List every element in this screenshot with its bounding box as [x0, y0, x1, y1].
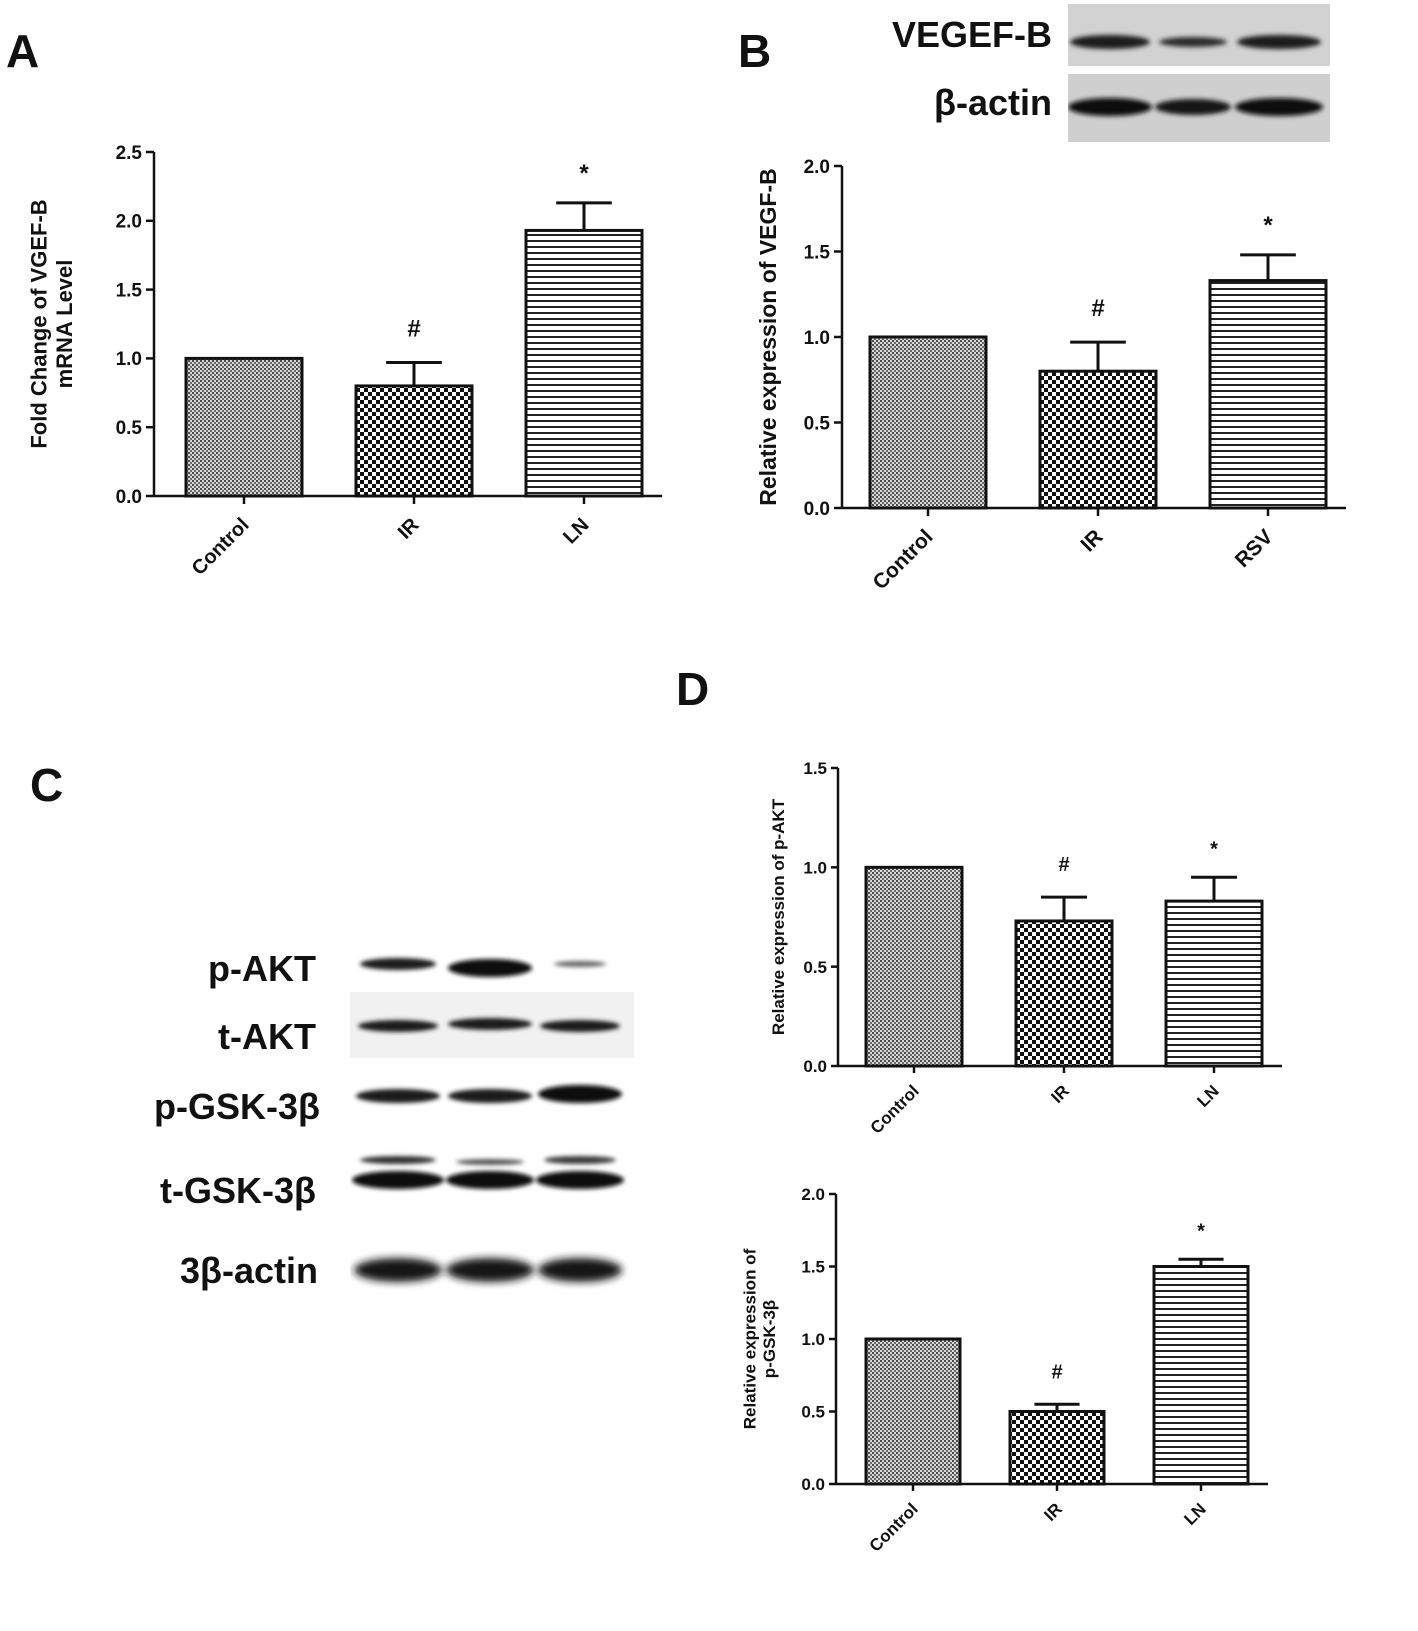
y-tick-label: 2.5 [116, 143, 143, 164]
y-tick-label: 1.0 [804, 328, 830, 349]
category-label-ln: LN [1180, 1499, 1209, 1528]
significance-mark-ir: # [1051, 1361, 1062, 1383]
y-tick-label: 1.5 [801, 1258, 825, 1277]
chart-svg-a: 0.0 0.5 1.0 1.5 2.0 2.5 Fold Change of VGEF-Bm… [27, 143, 662, 580]
y-tick-label: 2.0 [801, 1185, 825, 1204]
panel-label-a: A [6, 25, 40, 77]
y-tick-label: 2.0 [116, 212, 142, 233]
significance-mark-ln: * [1210, 838, 1218, 860]
panel-label-d: D [676, 663, 710, 715]
y-axis-label: Relative expression of VEGF-B [755, 168, 781, 505]
bar-control [868, 335, 988, 510]
category-label-control: Control [866, 1499, 922, 1555]
bar-control [184, 356, 304, 498]
chart-panel-a: 0.0 0.5 1.0 1.5 2.0 2.5 Fold Change of VGEF-Bm… [0, 0, 700, 620]
significance-mark-ir: # [1058, 854, 1069, 876]
bar-ln [1164, 899, 1264, 1068]
blot-b-image [1068, 4, 1330, 149]
significance-mark-ln: * [1197, 1220, 1205, 1242]
y-axis-label: Relative expression of p-AKT [769, 798, 788, 1035]
y-tick-label: 1.0 [801, 1330, 825, 1349]
blot-c-label-p-gsk-3b: p-GSK-3β [154, 1086, 320, 1127]
chart-svg-d-top: 0.0 0.5 1.0 1.5 Relative expression of p-AKT… [769, 759, 1282, 1138]
y-tick-label: 0.5 [801, 1403, 825, 1422]
panel-label-c: C [30, 759, 64, 811]
y-axis-label: Fold Change of VGEF-BmRNA Level [27, 199, 77, 448]
panel-label-b: B [738, 25, 772, 77]
y-tick-label: 0.5 [803, 958, 827, 977]
blot-b-label-beta-actin: β-actin [934, 82, 1052, 123]
y-tick-label: 1.5 [803, 759, 827, 778]
y-tick-label: 0.5 [116, 418, 143, 439]
bar-control [864, 1337, 962, 1486]
bar-ir [354, 384, 474, 498]
y-tick-label: 2.0 [804, 157, 830, 178]
y-tick-label: 1.0 [116, 349, 142, 370]
y-tick-label: 1.5 [116, 280, 143, 301]
y-axis-label: Relative expression ofp-GSK-3β [740, 1248, 779, 1429]
blot-c-label-t-akt: t-AKT [218, 1016, 316, 1057]
blot-c-image [350, 930, 634, 1315]
y-tick-label: 0.5 [804, 413, 831, 434]
y-tick-label: 0.0 [804, 499, 830, 520]
bar-ir [1014, 919, 1114, 1068]
significance-mark-ir: # [407, 316, 420, 343]
blot-c-label-p-akt: p-AKT [208, 948, 316, 989]
chart-svg-b: 0.0 0.5 1.0 1.5 2.0 Relative expression of VE… [755, 157, 1346, 594]
y-tick-label: 0.0 [803, 1057, 827, 1076]
bar-ir [1008, 1410, 1106, 1486]
chart-panel-d-top: 0.0 0.5 1.0 1.5 Relative expression of p-AKT… [769, 759, 1282, 1138]
y-tick-label: 0.0 [801, 1475, 825, 1494]
y-tick-label: 1.0 [803, 858, 827, 877]
significance-mark-ln: * [579, 160, 589, 187]
bar-ir [1038, 369, 1158, 510]
chart-panel-b: 0.0 0.5 1.0 1.5 2.0 Relative expression of VE… [0, 0, 1418, 640]
category-label-ir: IR [1040, 1499, 1065, 1524]
bar-ln [1152, 1265, 1250, 1486]
y-tick-label: 0.0 [116, 487, 142, 508]
bar-control [864, 865, 964, 1068]
blot-c-label-t-gsk-3b: t-GSK-3β [160, 1170, 316, 1211]
blot-c-label-3b-actin: 3β-actin [179, 1250, 318, 1291]
y-tick-label: 1.5 [804, 242, 831, 263]
blot-b-label-vegf-b: VEGEF-B [891, 14, 1052, 55]
significance-mark-rsv: * [1263, 212, 1273, 239]
significance-mark-ir: # [1091, 295, 1104, 322]
